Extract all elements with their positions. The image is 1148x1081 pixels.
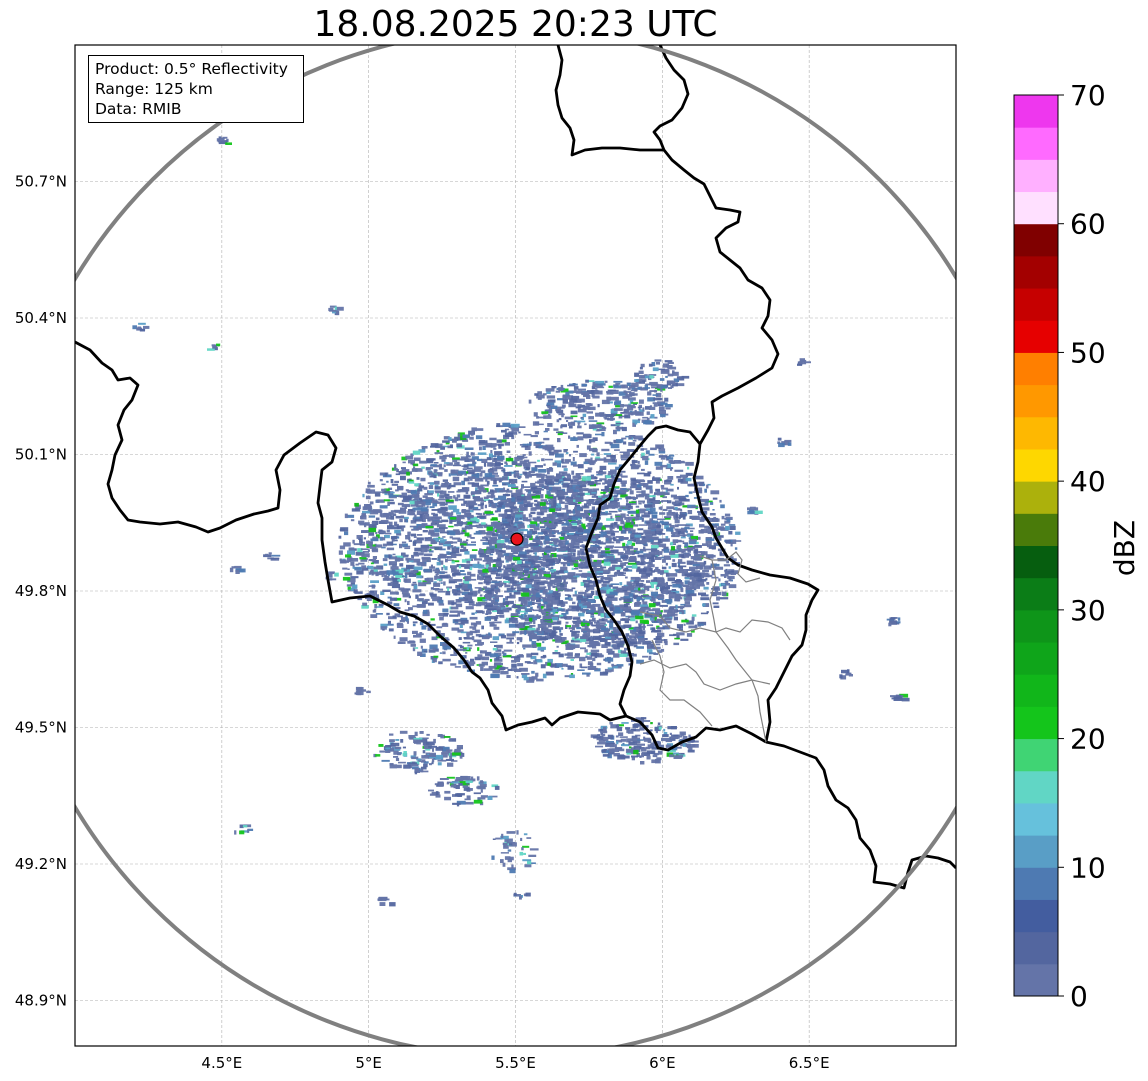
lon-tick-label: 6°E — [649, 1054, 676, 1072]
district-line-west — [651, 639, 713, 727]
district-line-vertical — [709, 559, 767, 743]
colorbar-segment — [1014, 577, 1058, 611]
colorbar-segment — [1014, 416, 1058, 450]
border-luxembourg-germany — [652, 45, 820, 743]
colorbar-segment — [1014, 706, 1058, 740]
info-product: Product: 0.5° Reflectivity — [95, 60, 288, 78]
colorbar-segment — [1014, 448, 1058, 482]
colorbar-segment — [1014, 802, 1058, 836]
lat-tick-label: 49.5°N — [15, 719, 67, 737]
colorbar-segment — [1014, 899, 1058, 933]
lat-tick-label: 50.4°N — [15, 309, 67, 327]
colorbar-segment — [1014, 481, 1058, 514]
border-belgium-france-west — [75, 340, 767, 752]
dbz-colorbar: 0 10 20 30 40 50 60 70 — [1013, 79, 1106, 1013]
district-line-mid — [639, 611, 791, 641]
district-line-south — [639, 659, 771, 691]
colorbar-tick-label: 20 — [1070, 723, 1106, 756]
border-luxembourg-france-south — [584, 547, 634, 717]
lat-tick-label: 49.8°N — [15, 582, 67, 600]
colorbar-frame — [1013, 94, 1059, 997]
info-data: Data: RMIB — [95, 100, 182, 118]
colorbar-segment — [1014, 513, 1058, 546]
border-belgium-north-outline — [554, 45, 664, 157]
lon-tick-label: 5°E — [355, 1054, 382, 1072]
colorbar-segment — [1014, 127, 1058, 160]
colorbar-segment — [1014, 963, 1058, 997]
colorbar-segment — [1014, 738, 1058, 772]
info-range: Range: 125 km — [95, 80, 213, 98]
lat-tick-label: 48.9°N — [15, 992, 67, 1010]
colorbar-segment — [1014, 931, 1058, 965]
colorbar-segment — [1014, 867, 1058, 900]
colorbar-segment — [1014, 191, 1058, 225]
map-frame — [74, 44, 957, 1047]
lon-tick-label: 4.5°E — [201, 1054, 242, 1072]
lon-tick-label: 5.5°E — [495, 1054, 536, 1072]
colorbar-segment — [1014, 384, 1058, 418]
colorbar-tick-label: 70 — [1070, 79, 1106, 112]
colorbar-segment — [1014, 545, 1058, 579]
lat-tick-label: 49.2°N — [15, 855, 67, 873]
lat-tick-label: 50.1°N — [15, 446, 67, 464]
colorbar-segment — [1014, 159, 1058, 193]
colorbar-tick-label: 10 — [1070, 851, 1106, 884]
luxembourg-districts — [639, 551, 791, 743]
radar-site-marker[interactable] — [510, 532, 524, 546]
colorbar-title: dBZ — [1108, 520, 1141, 576]
colorbar-segment — [1014, 95, 1058, 128]
colorbar-segment — [1014, 352, 1058, 386]
longitude-axis: 4.5°E 5°E 5.5°E 6°E 6.5°E — [201, 1054, 829, 1072]
latitude-axis: 50.7°N 50.4°N 50.1°N 49.8°N 49.5°N 49.2°N 48.9… — [15, 173, 67, 1010]
colorbar-segment — [1014, 674, 1058, 707]
colorbar-segment — [1014, 255, 1058, 289]
border-france-germany-east — [765, 740, 956, 890]
lat-tick-label: 50.7°N — [15, 173, 67, 191]
colorbar-segment — [1014, 609, 1058, 643]
colorbar-segment — [1014, 288, 1058, 321]
colorbar-tick-label: 30 — [1070, 594, 1106, 627]
colorbar-segment — [1014, 835, 1058, 868]
border-luxembourg-belgium — [584, 424, 702, 549]
colorbar-tick-label: 50 — [1070, 336, 1106, 369]
colorbar-segment — [1014, 223, 1058, 257]
district-line-north — [699, 551, 761, 583]
colorbar-segment — [1014, 770, 1058, 804]
colorbar-segment — [1014, 320, 1058, 353]
reflectivity-echoes — [132, 136, 910, 907]
lon-tick-label: 6.5°E — [789, 1054, 830, 1072]
colorbar-tick-label: 0 — [1070, 980, 1088, 1013]
map-title: 18.08.2025 20:23 UTC — [313, 4, 718, 45]
colorbar-tick-label: 60 — [1070, 208, 1106, 241]
colorbar-tick-label: 40 — [1070, 465, 1106, 498]
colorbar-segment — [1014, 642, 1058, 675]
product-info-box: Product: 0.5° Reflectivity Range: 125 km… — [88, 55, 304, 123]
